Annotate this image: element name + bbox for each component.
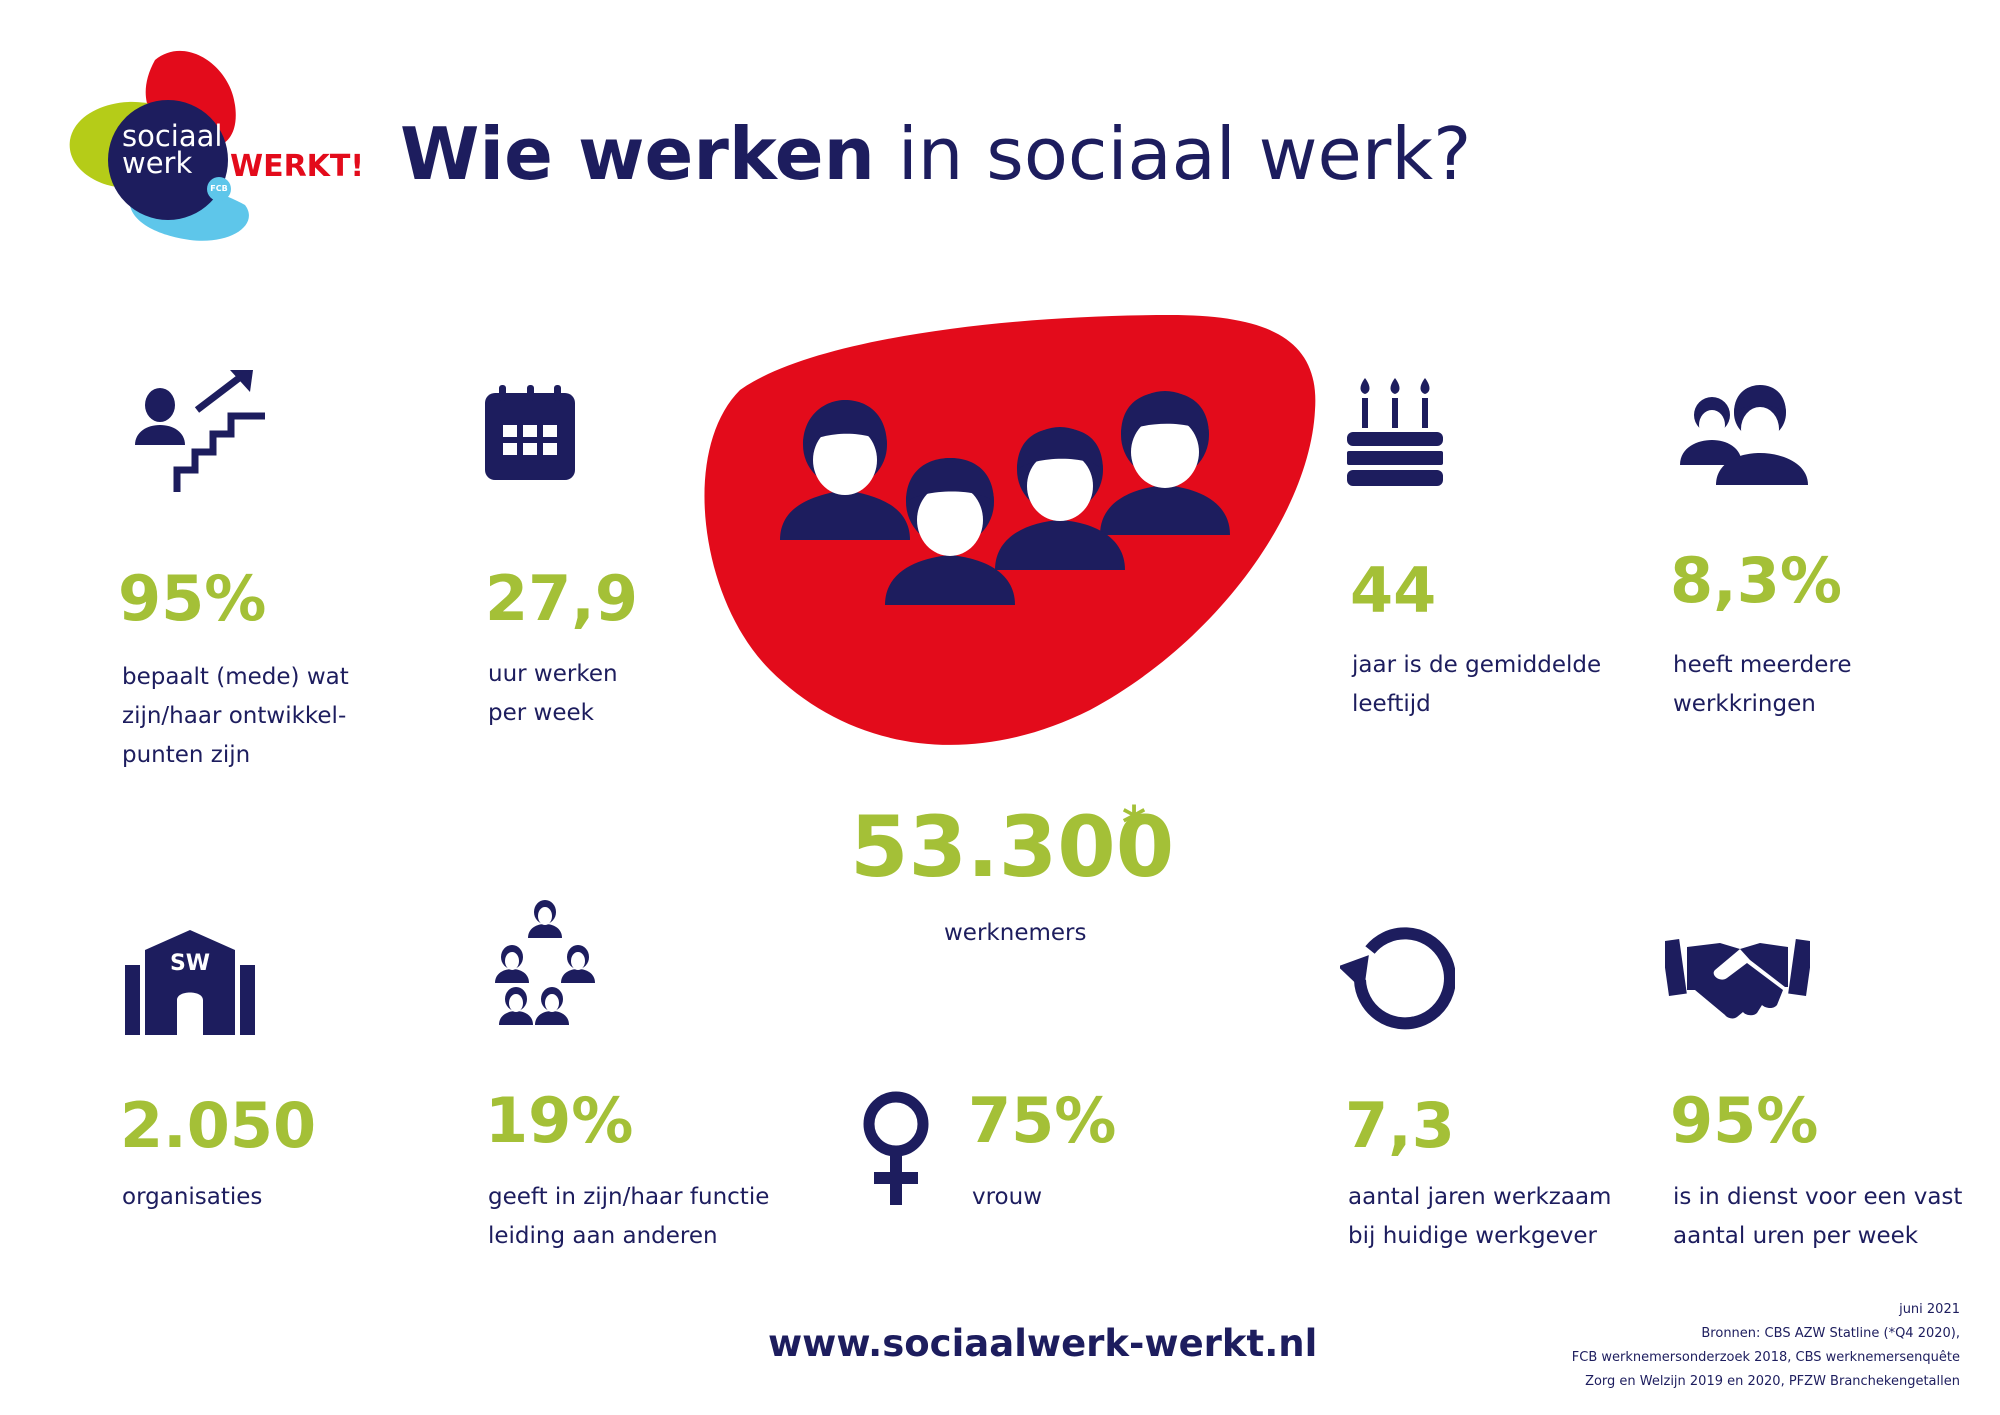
handshake-icon	[1665, 939, 1810, 1019]
stat-tenure-label: aantal jaren werkzaam bij huidige werkge…	[1348, 1184, 1612, 1249]
stat-multiple-jobs-label: heeft meerdere werkkringen	[1673, 652, 1852, 717]
headline-label: werknemers	[944, 920, 1087, 946]
logo-line1: sociaal	[122, 119, 223, 153]
stat-women-label: vrouw	[972, 1184, 1043, 1210]
stat-leadership-label: geeft in zijn/haar functie leiding aan a…	[488, 1184, 770, 1249]
hierarchy-icon	[495, 900, 595, 1025]
logo-tagline: WERKT!	[230, 149, 365, 184]
headline-marker: *	[1122, 796, 1147, 850]
stat-age-label: jaar is de gemiddelde leeftijd	[1352, 652, 1602, 717]
footer-source-line: FCB werknemersonderzoek 2018, CBS werkne…	[1571, 1350, 1960, 1365]
female-symbol-icon	[863, 1091, 929, 1205]
stat-fixed-hours-value: 95%	[1670, 1084, 1819, 1157]
logo-wordmark: sociaal werk	[122, 119, 223, 180]
stat-hours-value: 27,9	[485, 562, 638, 635]
stat-leadership-value: 19%	[485, 1084, 634, 1157]
birthday-cake-icon	[1347, 378, 1443, 486]
group-of-people-icon	[704, 315, 1316, 745]
career-stairs-icon	[135, 370, 265, 492]
logo-line2: werk	[122, 146, 193, 180]
logo-shapes	[69, 50, 249, 241]
logo: sociaal werk FCB WERKT!	[60, 45, 364, 245]
page-title-bold: Wie werken	[400, 112, 875, 196]
two-people-icon	[1680, 385, 1808, 485]
building-icon: SW	[125, 930, 255, 1035]
stat-tenure-value: 7,3	[1345, 1089, 1455, 1162]
stat-development-label: bepaalt (mede) wat zijn/haar ontwikkel- …	[122, 664, 349, 768]
footer-date: juni 2021	[1899, 1302, 1960, 1317]
stat-women-value: 75%	[968, 1084, 1117, 1157]
logo-badge: FCB	[207, 177, 231, 201]
website-link[interactable]: www.sociaalwerk-werkt.nl	[768, 1322, 1318, 1365]
page-title: Wie werken in sociaal werk?	[400, 118, 1471, 190]
stat-hours-label: uur werken per week	[488, 661, 618, 726]
sources-footer: juni 2021 Bronnen: CBS AZW Statline (*Q4…	[1420, 1298, 1960, 1394]
stat-organisations-value: 2.050	[120, 1089, 317, 1162]
stat-development-value: 95%	[118, 562, 267, 635]
stat-organisations-label: organisaties	[122, 1184, 263, 1210]
footer-source-line: Zorg en Welzijn 2019 en 2020, PFZW Branc…	[1585, 1374, 1960, 1389]
circular-arrow-icon	[1340, 927, 1455, 1030]
headline-value: 53.300	[850, 798, 1175, 896]
stat-multiple-jobs-value: 8,3%	[1670, 544, 1842, 617]
footer-source-line: Bronnen: CBS AZW Statline (*Q4 2020),	[1701, 1326, 1960, 1341]
building-label: SW	[170, 951, 210, 976]
page-title-light: in sociaal werk?	[874, 112, 1472, 196]
stat-age-value: 44	[1350, 554, 1437, 627]
calendar-icon	[485, 385, 575, 480]
stat-fixed-hours-label: is in dienst voor een vast aantal uren p…	[1673, 1184, 1963, 1249]
